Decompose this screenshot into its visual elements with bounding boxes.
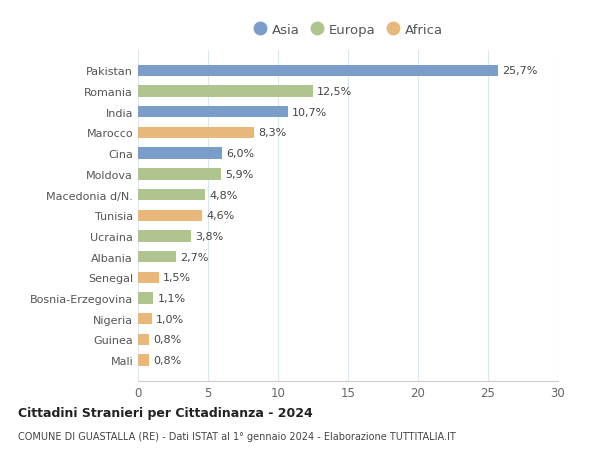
Text: 4,6%: 4,6% [206, 211, 235, 221]
Bar [138, 190, 205, 201]
Text: 0,8%: 0,8% [154, 355, 182, 365]
Text: 1,0%: 1,0% [156, 314, 184, 324]
Bar [138, 169, 221, 180]
Bar [138, 355, 149, 366]
Text: 10,7%: 10,7% [292, 107, 327, 118]
Text: 8,3%: 8,3% [259, 128, 287, 138]
Text: 12,5%: 12,5% [317, 87, 352, 97]
Text: 3,8%: 3,8% [196, 231, 224, 241]
Bar [138, 128, 254, 139]
Bar [138, 148, 222, 159]
Text: 25,7%: 25,7% [502, 66, 538, 76]
Text: 4,8%: 4,8% [209, 190, 238, 200]
Text: COMUNE DI GUASTALLA (RE) - Dati ISTAT al 1° gennaio 2024 - Elaborazione TUTTITAL: COMUNE DI GUASTALLA (RE) - Dati ISTAT al… [18, 431, 456, 442]
Text: 1,1%: 1,1% [158, 293, 186, 303]
Bar [138, 272, 159, 283]
Bar [138, 210, 202, 221]
Bar [138, 252, 176, 263]
Bar [138, 313, 152, 325]
Legend: Asia, Europa, Africa: Asia, Europa, Africa [251, 21, 445, 39]
Text: Cittadini Stranieri per Cittadinanza - 2024: Cittadini Stranieri per Cittadinanza - 2… [18, 406, 313, 419]
Text: 6,0%: 6,0% [226, 149, 254, 159]
Text: 1,5%: 1,5% [163, 273, 191, 283]
Text: 0,8%: 0,8% [154, 335, 182, 345]
Bar [138, 66, 498, 77]
Bar [138, 293, 154, 304]
Text: 5,9%: 5,9% [225, 169, 253, 179]
Text: 2,7%: 2,7% [180, 252, 208, 262]
Bar [138, 107, 288, 118]
Bar [138, 334, 149, 345]
Bar [138, 231, 191, 242]
Bar [138, 86, 313, 97]
